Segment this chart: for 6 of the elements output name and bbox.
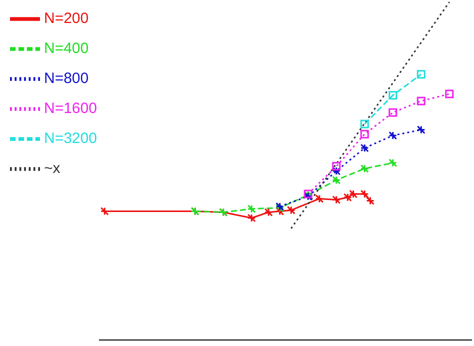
legend-label: N=3200 [44,130,97,147]
legend-label: ~x [44,160,60,177]
legend-label: N=800 [44,70,89,87]
legend-label: N=400 [44,40,89,57]
legend-label: N=1600 [44,100,97,117]
legend-label: N=200 [44,10,89,27]
